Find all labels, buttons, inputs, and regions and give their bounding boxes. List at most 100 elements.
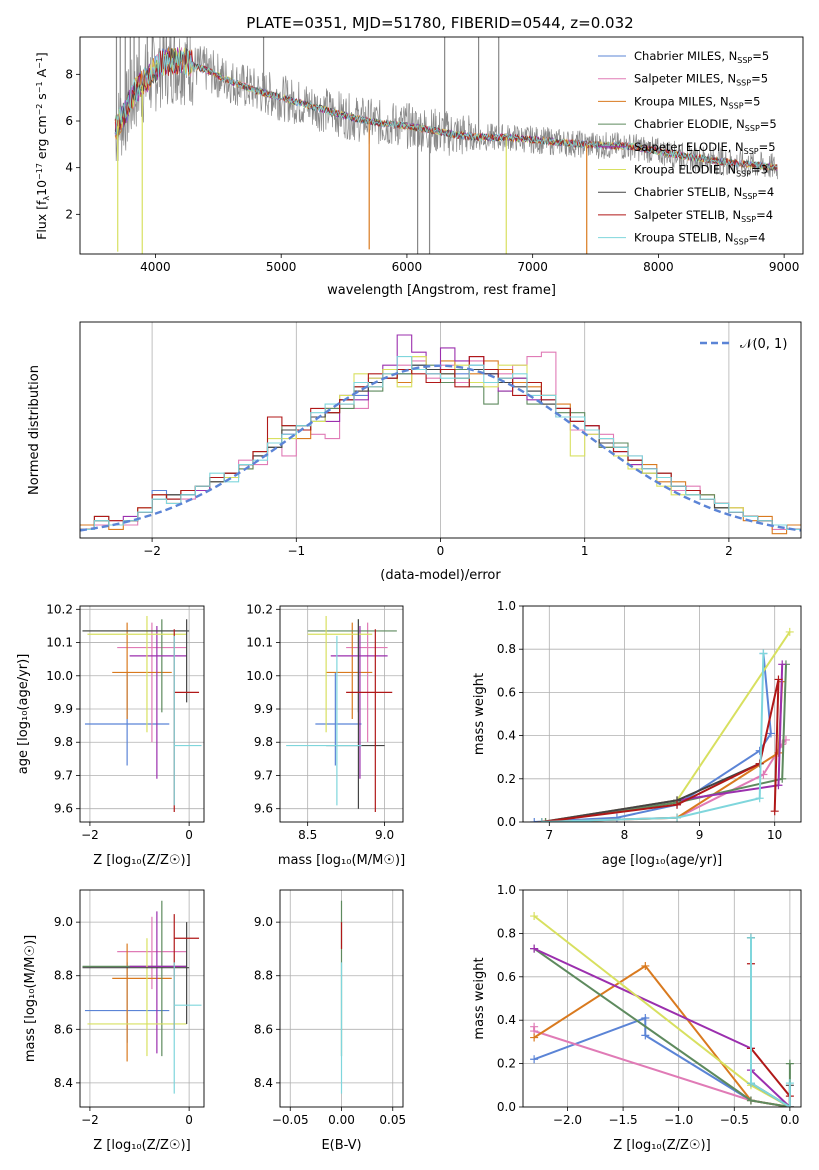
y-axis-label: age [log₁₀(age/yr)] <box>16 654 31 775</box>
x-axis-label: age [log₁₀(age/yr)] <box>602 853 723 868</box>
y-axis-label-part: −1 <box>35 57 44 69</box>
y-axis-label-part: 10 <box>34 180 49 196</box>
mass-weight-marker <box>541 818 550 822</box>
x-tick-label: 0 <box>185 828 193 842</box>
y-tick-label: 0.2 <box>497 772 516 786</box>
mass-weight-marker <box>530 818 539 822</box>
x-axis-label: wavelength [Angstrom, rest frame] <box>327 283 556 298</box>
legend-label: 𝒩(0, 1) <box>740 337 787 352</box>
y-tick-label: 0.4 <box>497 1013 516 1027</box>
y-tick-label: 1.0 <box>497 883 516 897</box>
legend-tail: =5 <box>752 49 769 63</box>
plot-area <box>80 606 204 822</box>
legend-tail: =4 <box>756 208 773 222</box>
y-tick-label: 10.0 <box>46 669 73 683</box>
y-tick-label: 8.8 <box>54 969 73 983</box>
legend-sub: SSP <box>736 79 751 88</box>
plot-area <box>80 322 801 538</box>
x-tick-label: 7 <box>545 828 553 842</box>
x-axis-label: Z [log₁₀(Z/Z☉)] <box>93 853 190 868</box>
legend-sub: SSP <box>736 170 751 179</box>
legend-tail: =5 <box>744 94 761 108</box>
mass-weight-marker <box>673 800 682 809</box>
axes-frame <box>79 889 205 1108</box>
mass-weight-marker <box>641 961 650 970</box>
mass-weight-marker <box>673 813 682 822</box>
mass-weight-marker <box>746 933 755 942</box>
mass-weight-marker <box>770 807 779 816</box>
y-tick-label: 0.6 <box>497 685 516 699</box>
y-tick-label: 0.0 <box>497 815 516 829</box>
x-tick-label: −1 <box>287 544 305 558</box>
y-tick-label: 1.0 <box>497 599 516 613</box>
plot-area <box>280 890 403 1107</box>
legend-text: Salpeter ELODIE, N <box>634 140 744 154</box>
legend-label: Kroupa STELIB, NSSP=4 <box>634 231 765 247</box>
x-tick-label: 8000 <box>643 260 674 274</box>
x-tick-label: −0.05 <box>272 1113 309 1127</box>
mass-weight-line <box>541 653 765 822</box>
plot-area <box>523 890 801 1107</box>
y-tick-label: 2 <box>65 207 73 221</box>
y-tick-label: 8.6 <box>254 1022 273 1036</box>
plot-area <box>114 37 778 254</box>
y-tick-label: 9.0 <box>254 915 273 929</box>
axes-frame <box>79 36 804 255</box>
legend-tail: =4 <box>757 185 774 199</box>
y-tick-label: 0.8 <box>497 642 516 656</box>
y-tick-label: 10.1 <box>246 636 273 650</box>
data-spectrum-line <box>114 37 778 180</box>
x-tick-label: 10 <box>767 828 782 842</box>
legend-label: Kroupa ELODIE, NSSP=3 <box>634 163 768 179</box>
legend-text: Chabrier MILES, N <box>634 49 737 63</box>
legend-text: Kroupa STELIB, N <box>634 231 734 245</box>
y-tick-label: 10.2 <box>246 602 273 616</box>
x-tick-label: 8.5 <box>298 828 317 842</box>
y-tick-label: 0.8 <box>497 926 516 940</box>
x-tick-label: 0.05 <box>379 1113 406 1127</box>
y-axis-label: Flux [fλ10−17 erg cm−2 s−1 A−1] <box>34 52 51 240</box>
y-axis-label-part: −1 <box>35 81 44 93</box>
mass-weight-line <box>750 937 791 1107</box>
legend-tail: =3 <box>751 163 768 177</box>
mass-weight-marker <box>530 912 539 921</box>
y-tick-label: 10.0 <box>246 669 273 683</box>
y-tick-label: 0.4 <box>497 729 516 743</box>
x-tick-label: 6000 <box>392 260 423 274</box>
plot-area <box>80 890 204 1107</box>
y-tick-label: 0.6 <box>497 970 516 984</box>
y-tick-label: 9.7 <box>54 768 73 782</box>
legend-tail: =5 <box>760 117 777 131</box>
x-tick-label: −0.5 <box>720 1113 749 1127</box>
legend-text: Kroupa MILES, N <box>634 94 729 108</box>
legend-sub: SSP <box>729 101 744 110</box>
axes-mass-vs-age: 8.5 9.0 9.6 9.7 9.8 9.9 10.0 10.1 10.2 mass [log₁… <box>246 602 405 868</box>
y-tick-label: 0.0 <box>497 1100 516 1114</box>
y-tick-label: 10.1 <box>46 636 73 650</box>
mass-weight-marker <box>641 1014 650 1023</box>
y-axis-label: mass weight <box>472 673 487 755</box>
y-axis-label: mass [log₁₀(M/M☉)] <box>23 935 38 1062</box>
mass-weight-marker <box>746 1096 755 1105</box>
mass-weight-marker <box>755 794 764 803</box>
mass-weight-marker <box>785 1059 794 1068</box>
legend-tail: =4 <box>749 231 766 245</box>
x-tick-label: −2 <box>81 1113 99 1127</box>
axes-age-vs-massweight: 7 8 9 10 0.0 0.2 0.4 0.6 0.8 1.0 age [log₁₀(age/yr… <box>472 599 802 868</box>
mass-weight-marker <box>774 675 783 684</box>
legend-label: Salpeter ELODIE, NSSP=5 <box>634 140 776 156</box>
x-tick-label: 2 <box>725 544 733 558</box>
axes-z-vs-massweight: −2.0 −1.5 −1.0 −0.5 0.0 0.0 0.2 0.4 0.6 0.8 1.0 Z [… <box>472 883 802 1153</box>
y-axis-label-part: λ <box>42 196 51 201</box>
y-axis-label-part: ] <box>34 52 49 57</box>
legend-text: Salpeter MILES, N <box>634 72 736 86</box>
y-axis-label-part: −17 <box>35 163 44 180</box>
axes-frame <box>522 605 802 823</box>
y-axis-label: Normed distribution <box>27 365 42 495</box>
mass-weight-marker <box>785 1103 794 1107</box>
x-tick-label: 0.0 <box>780 1113 799 1127</box>
x-axis-label: mass [log₁₀(M/M☉)] <box>278 853 405 868</box>
mass-weight-marker <box>530 944 539 953</box>
legend-text: Chabrier STELIB, N <box>634 185 742 199</box>
